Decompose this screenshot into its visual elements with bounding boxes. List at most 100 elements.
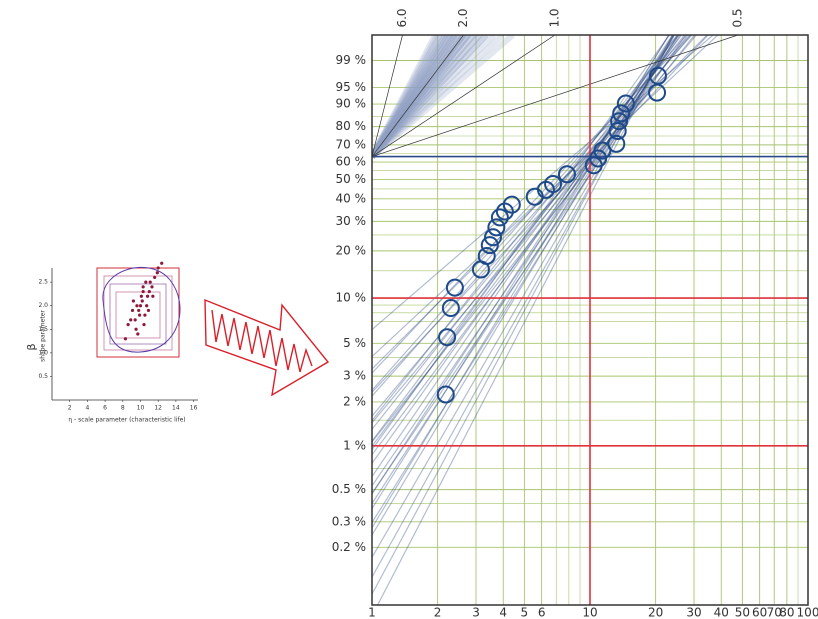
x-tick-label: 4 [499, 606, 507, 619]
inset-point [123, 337, 128, 341]
inset-point [155, 271, 159, 275]
inset-point [138, 304, 143, 308]
data-point [612, 104, 631, 123]
shape-fan-line [372, 35, 462, 159]
shape-fan-line [372, 35, 476, 159]
shape-fan-line [372, 35, 462, 159]
y-tick-label: 2 % [343, 394, 366, 408]
inset-point [126, 322, 130, 327]
inset-x-tick-label: 2 [68, 405, 72, 412]
inset-point [131, 299, 136, 303]
shape-fan-line [372, 35, 455, 159]
shape-fan-line [372, 35, 497, 159]
data-point [648, 66, 667, 85]
shape-fan-line [372, 35, 458, 159]
shape-scale-line [372, 35, 464, 157]
inset-point [142, 322, 146, 327]
data-point [557, 165, 576, 184]
data-point [445, 278, 464, 297]
inset-point [150, 285, 154, 289]
inset-point [151, 294, 155, 298]
shape-scale-line [372, 35, 403, 157]
data-point [616, 94, 635, 113]
x-tick-label: 2 [434, 606, 442, 619]
shape-fan-line [372, 35, 438, 158]
x-tick-label: 100 [797, 606, 818, 619]
shape-fan-line [372, 35, 489, 159]
shape-fan-line [372, 35, 448, 159]
y-tick-label: 50 % [336, 172, 367, 186]
inset-point [129, 318, 133, 322]
inset-point [137, 308, 141, 313]
data-point [438, 328, 457, 347]
inset-point [141, 289, 145, 294]
inset-point [144, 280, 148, 284]
shape-fan-line [372, 35, 471, 159]
data-point [487, 218, 506, 237]
shape-fan-line [372, 35, 471, 159]
shape-scale-line [372, 35, 556, 157]
data-point [502, 195, 521, 214]
x-tick-label: 70 [767, 606, 782, 619]
inset-x-label: η - scale parameter (characteristic life… [68, 417, 185, 424]
y-tick-label: 5 % [343, 336, 366, 350]
inset-point [139, 294, 143, 298]
plot-area [372, 35, 808, 605]
inset-y-tick-label: 2.0 [38, 302, 48, 309]
shape-fan-line [372, 35, 489, 159]
data-point [610, 112, 629, 131]
shape-fan-line [372, 35, 451, 159]
x-tick-label: 6 [538, 606, 546, 619]
y-tick-label: 70 % [336, 137, 367, 151]
inset-y-tick-label: 1.5 [38, 326, 48, 333]
inset-point [130, 308, 135, 313]
shape-fan-line [372, 35, 505, 159]
inset-y-sublabel: shape parameter [40, 310, 47, 362]
shape-fan-line [372, 35, 482, 159]
y-tick-label: 99 % [336, 53, 367, 67]
data-point [544, 175, 563, 194]
shape-tick-label: 2.0 [456, 8, 470, 27]
shape-tick-label: 6.0 [395, 8, 409, 27]
plot-frame [371, 34, 809, 606]
inset-point [146, 308, 151, 313]
shape-fan-line [372, 35, 471, 159]
x-tick-label: 30 [686, 606, 701, 619]
y-tick-label: 1 % [343, 438, 366, 452]
x-tick-label: 80 [779, 606, 794, 619]
inset-point [133, 318, 137, 322]
y-tick-label: 30 % [336, 214, 367, 228]
inset-x-tick-label: 12 [154, 405, 162, 412]
inset-x-tick-label: 4 [85, 405, 89, 412]
inset-point [147, 289, 151, 294]
inset-x-tick-label: 6 [103, 405, 107, 412]
x-tick-label: 5 [521, 606, 529, 619]
shape-fan-line [372, 35, 482, 159]
shape-fan-line [372, 35, 458, 159]
shape-fan-line [372, 35, 448, 159]
shape-fan-line [372, 35, 445, 159]
inset-point [134, 327, 138, 331]
inset-x-tick-label: 16 [190, 405, 198, 412]
shape-tick-label: 0.5 [730, 8, 744, 27]
data-point [477, 246, 496, 265]
shape-tick-label: 1.0 [547, 8, 561, 27]
x-tick-label: 3 [472, 606, 480, 619]
y-tick-label: 0.3 % [332, 514, 366, 528]
inset-y-tick-label: 0.5 [38, 373, 48, 380]
shape-fan-line [372, 35, 515, 159]
shape-fan-line [372, 35, 440, 158]
shape-fan-line [372, 35, 458, 159]
inset-contours [96, 266, 181, 358]
inset-point [160, 261, 164, 265]
inset-point [156, 266, 160, 270]
inset-point [143, 313, 147, 317]
inset-point [145, 294, 150, 298]
inset-point [138, 313, 142, 317]
inset-point [145, 304, 149, 308]
arrow-decoration [204, 298, 330, 397]
shape-fan-line [372, 35, 476, 159]
x-tick-label: 60 [752, 606, 767, 619]
y-tick-label: 3 % [343, 369, 366, 383]
